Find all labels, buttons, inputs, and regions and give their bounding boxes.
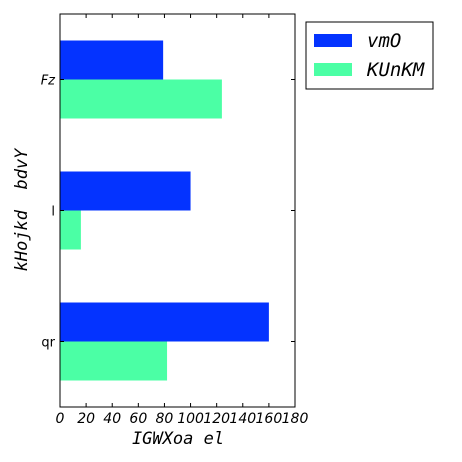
x-axis-label: IGWXoa el: [132, 429, 224, 449]
x-tick-label-120: 120: [203, 411, 230, 427]
legend-label-vmO: vmO: [367, 30, 401, 52]
bar-vmO-qr: [60, 302, 269, 342]
legend-swatch-vmO: [314, 34, 352, 47]
x-tick-label-40: 40: [103, 411, 121, 427]
legend-box: [305, 21, 434, 90]
bar-vmO-l: [60, 171, 191, 211]
y-tick-label-qr: qr: [41, 336, 55, 351]
x-tick-label-20: 20: [77, 411, 95, 427]
x-tick-label-140: 140: [229, 411, 256, 427]
x-tick-label-180: 180: [282, 411, 309, 427]
bar-KUnKM-l: [60, 210, 81, 250]
y-tick-label-Fz: Fz: [41, 74, 56, 89]
x-tick-label-80: 80: [156, 411, 174, 427]
bar-vmO-Fz: [60, 40, 164, 80]
x-tick-label-100: 100: [177, 411, 204, 427]
legend-label-KUnKM: KUnKM: [366, 59, 425, 81]
x-tick-label-160: 160: [256, 411, 283, 427]
y-axis-label: kHojkd bdvY: [12, 147, 32, 272]
bar-KUnKM-qr: [60, 341, 168, 381]
y-ticks: qr l Fz: [41, 74, 295, 351]
y-tick-label-l: l: [51, 205, 55, 220]
x-ticks: 0 20 40 60 80 100 120 140 160 180: [56, 14, 309, 427]
x-tick-label-60: 60: [129, 411, 147, 427]
x-tick-label-0: 0: [56, 411, 65, 427]
bar-KUnKM-Fz: [60, 79, 222, 119]
legend-swatch-KUnKM: [314, 63, 352, 76]
legend: vmO KUnKM: [305, 21, 434, 90]
bars-group: [60, 40, 269, 381]
